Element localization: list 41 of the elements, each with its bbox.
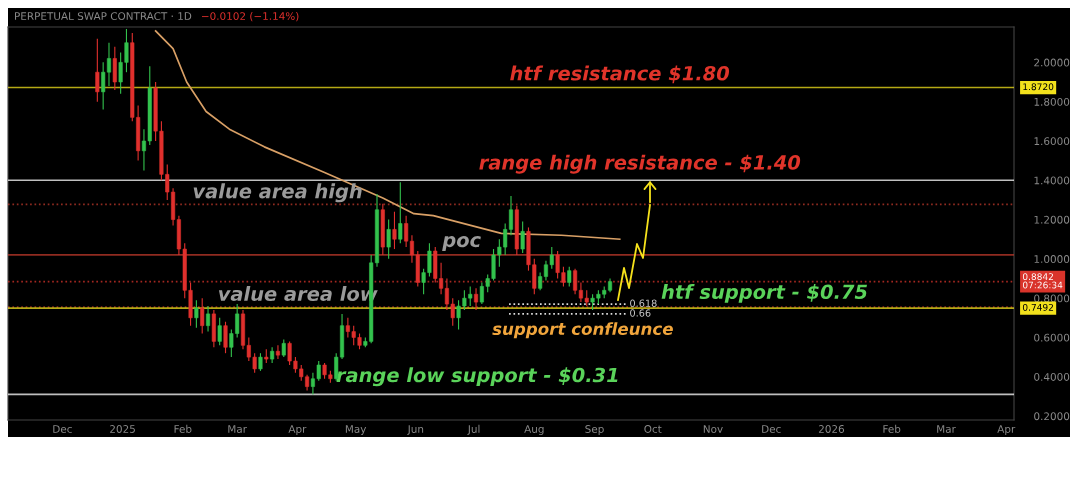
x-tick-label: Mar [228, 425, 247, 433]
y-tick-label: 1.2000 [1034, 215, 1070, 224]
y-tick-label: 1.8000 [1034, 97, 1070, 106]
chart-subtitle: −0.0102 (−1.14%) [201, 11, 299, 22]
x-tick-label: 2026 [818, 425, 845, 433]
annotation: poc [442, 236, 481, 251]
x-tick-label: Feb [174, 424, 192, 433]
x-tick-label: Nov [703, 425, 723, 433]
x-tick-label: Feb [883, 424, 901, 433]
annotation: support confleunce [492, 322, 673, 339]
x-tick-label: 2025 [110, 425, 135, 433]
y-tick-label: 1.0000 [1034, 255, 1070, 263]
x-tick-label: May [345, 425, 367, 435]
x-tick-label: Apr [288, 425, 307, 435]
y-tick-label: 1.6000 [1034, 137, 1070, 146]
y-tick-label: 1.4000 [1034, 176, 1070, 185]
annotation: htf resistance $1.80 [510, 65, 730, 84]
series-label: 0.66 [630, 309, 651, 317]
x-tick-label: Sep [585, 425, 604, 435]
annotation: value area high [193, 183, 362, 203]
x-tick-label: Mar [937, 425, 956, 433]
chart-title: PERPETUAL SWAP CONTRACT · 1D [15, 12, 192, 21]
x-tick-label: Oct [644, 425, 662, 433]
y-tick-label: 0.6000 [1034, 333, 1070, 342]
x-tick-label: Dec [762, 425, 781, 433]
annotation: range low support - $0.31 [336, 367, 618, 387]
x-tick-label: Jun [407, 425, 424, 435]
x-tick-label: Apr [997, 425, 1016, 435]
x-tick-label: Dec [53, 425, 72, 433]
ref-line-label: 0.7492 [1022, 303, 1054, 311]
annotation: range high resistance - $1.40 [479, 154, 801, 174]
y-tick-label: 0.2000 [1034, 412, 1070, 421]
annotation: htf support - $0.75 [661, 284, 867, 303]
y-tick-label: 2.0000 [1034, 58, 1070, 67]
ref-line-label: 0.8842 07:26:34 [1022, 273, 1063, 289]
y-tick-label: 0.4000 [1034, 373, 1070, 381]
ref-line-label: 1.8720 [1023, 83, 1054, 91]
x-tick-label: Aug [524, 425, 544, 435]
x-tick-label: Jul [467, 424, 480, 435]
series-label: 0.618 [630, 299, 657, 307]
y-tick-label: 0.8000 [1034, 294, 1070, 303]
